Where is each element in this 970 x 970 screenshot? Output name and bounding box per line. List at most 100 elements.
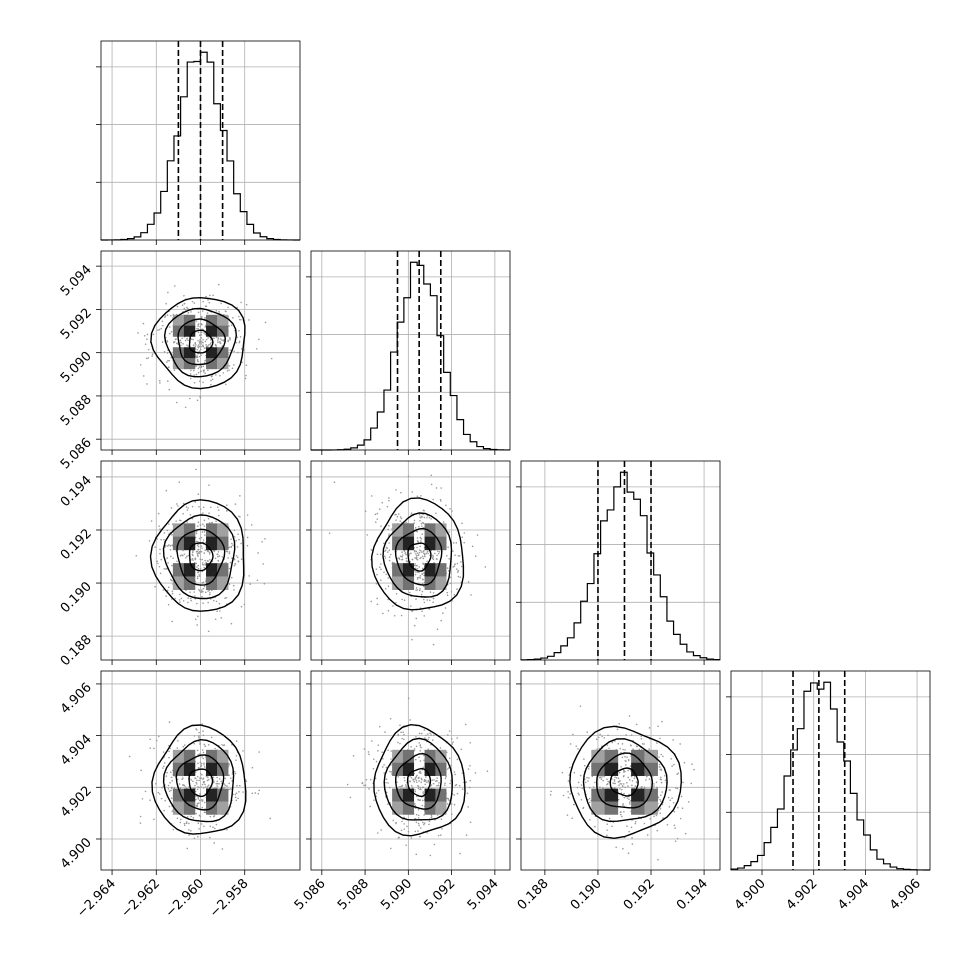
- density-cell: [402, 762, 415, 776]
- sample-point: [254, 792, 257, 794]
- sample-point: [595, 738, 598, 741]
- sample-point: [203, 801, 206, 804]
- sample-point: [615, 846, 618, 849]
- sample-point: [215, 600, 218, 603]
- sample-point: [422, 766, 425, 769]
- sample-point: [671, 797, 673, 799]
- sample-point: [202, 506, 205, 509]
- sample-point: [150, 520, 153, 522]
- sample-point: [207, 778, 210, 781]
- sample-point: [164, 316, 166, 319]
- sample-point: [149, 747, 152, 749]
- sample-point: [157, 562, 159, 565]
- sample-point: [577, 747, 579, 750]
- sample-point: [151, 353, 154, 355]
- sample-point: [184, 406, 187, 409]
- sample-point: [576, 786, 579, 789]
- sample-point: [235, 740, 238, 742]
- sample-point: [380, 829, 382, 831]
- sample-point: [395, 822, 397, 825]
- sample-point: [207, 369, 209, 372]
- sample-point: [205, 345, 208, 348]
- sample-point: [193, 369, 195, 372]
- sample-point: [445, 554, 448, 557]
- sample-point: [207, 630, 210, 633]
- sample-point: [238, 341, 241, 344]
- sample-point: [577, 781, 580, 784]
- sample-point: [231, 542, 233, 545]
- sample-point: [203, 552, 206, 554]
- contour-line: [151, 724, 247, 835]
- sample-point: [621, 815, 623, 818]
- density-cell: [206, 563, 218, 577]
- sample-point: [195, 320, 198, 322]
- sample-point: [418, 513, 421, 516]
- sample-point: [237, 797, 239, 800]
- sample-point: [448, 730, 451, 732]
- sample-point: [363, 748, 366, 750]
- sample-point: [167, 586, 170, 589]
- sample-point: [190, 815, 192, 818]
- sample-point: [164, 315, 167, 317]
- sample-point: [456, 588, 458, 590]
- sample-point: [398, 786, 400, 788]
- sample-point: [623, 792, 625, 795]
- contour-line: [177, 318, 226, 366]
- density-cell: [217, 347, 229, 359]
- sample-point: [185, 506, 188, 508]
- sample-point: [166, 589, 169, 592]
- sample-point: [140, 769, 142, 772]
- sample-point: [198, 779, 200, 782]
- sample-point: [164, 544, 167, 547]
- sample-point: [152, 333, 155, 336]
- sample-point: [423, 574, 425, 577]
- sample-point: [383, 555, 386, 558]
- sample-point: [430, 784, 433, 786]
- sample-point: [449, 508, 451, 510]
- sample-point: [420, 788, 422, 791]
- sample-point: [186, 847, 189, 850]
- sample-point: [195, 777, 197, 780]
- sample-point: [142, 322, 145, 325]
- sample-point: [203, 743, 206, 746]
- sample-point: [403, 779, 406, 782]
- sample-point: [197, 371, 200, 374]
- sample-point: [635, 723, 638, 726]
- sample-point: [438, 782, 440, 784]
- sample-point: [222, 744, 225, 747]
- sample-point: [458, 784, 461, 787]
- sample-point: [170, 797, 173, 800]
- sample-point: [239, 516, 241, 518]
- sample-point: [417, 817, 420, 819]
- sample-point: [579, 774, 582, 777]
- sample-point: [657, 796, 660, 799]
- sample-point: [239, 495, 241, 497]
- contour-line: [383, 737, 454, 821]
- sample-point: [157, 791, 160, 794]
- sample-point: [201, 723, 204, 725]
- sample-point: [167, 562, 169, 564]
- sample-point: [352, 755, 355, 757]
- sample-point: [581, 787, 584, 790]
- sample-point: [199, 558, 202, 561]
- sample-point: [385, 766, 388, 769]
- sample-point: [196, 348, 199, 351]
- sample-point: [388, 524, 390, 527]
- sample-point: [201, 783, 204, 786]
- sample-point: [202, 587, 205, 590]
- sample-point: [204, 317, 206, 319]
- sample-point: [451, 743, 454, 745]
- sample-point: [190, 597, 192, 600]
- sample-point: [212, 781, 215, 784]
- panel-1-1: [306, 250, 511, 455]
- sample-point: [417, 554, 420, 556]
- x-tick-label: 4.906: [887, 876, 924, 913]
- sample-point: [189, 591, 191, 594]
- sample-point: [195, 812, 197, 815]
- sample-point: [676, 837, 679, 840]
- sample-point: [178, 481, 181, 483]
- sample-point: [203, 371, 205, 373]
- sample-point: [628, 830, 630, 833]
- sample-point: [385, 573, 387, 576]
